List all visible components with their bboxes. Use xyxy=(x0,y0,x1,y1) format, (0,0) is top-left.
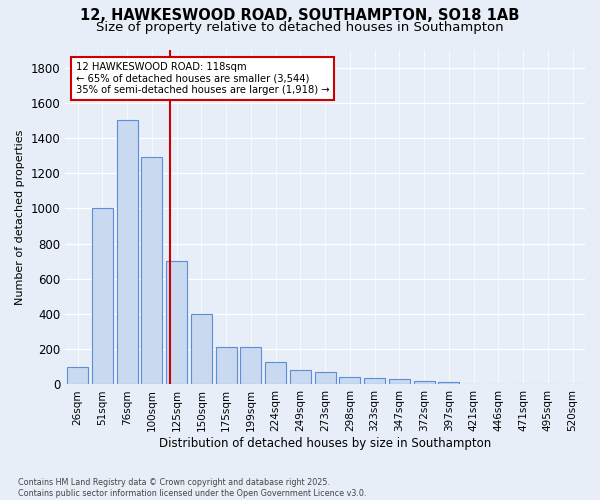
Bar xyxy=(290,370,311,384)
Text: Size of property relative to detached houses in Southampton: Size of property relative to detached ho… xyxy=(96,21,504,34)
Bar xyxy=(389,379,410,384)
Bar xyxy=(191,314,212,384)
Bar xyxy=(364,378,385,384)
X-axis label: Distribution of detached houses by size in Southampton: Distribution of detached houses by size … xyxy=(159,437,491,450)
Bar xyxy=(215,348,236,385)
Bar xyxy=(413,381,434,384)
Bar xyxy=(340,378,361,384)
Text: Contains HM Land Registry data © Crown copyright and database right 2025.
Contai: Contains HM Land Registry data © Crown c… xyxy=(18,478,367,498)
Text: 12, HAWKESWOOD ROAD, SOUTHAMPTON, SO18 1AB: 12, HAWKESWOOD ROAD, SOUTHAMPTON, SO18 1… xyxy=(80,8,520,22)
Y-axis label: Number of detached properties: Number of detached properties xyxy=(15,130,25,305)
Bar xyxy=(439,382,460,384)
Bar xyxy=(241,348,262,385)
Bar xyxy=(166,261,187,384)
Text: 12 HAWKESWOOD ROAD: 118sqm
← 65% of detached houses are smaller (3,544)
35% of s: 12 HAWKESWOOD ROAD: 118sqm ← 65% of deta… xyxy=(76,62,329,95)
Bar xyxy=(265,362,286,384)
Bar xyxy=(314,372,335,384)
Bar xyxy=(92,208,113,384)
Bar xyxy=(116,120,137,384)
Bar xyxy=(141,158,163,384)
Bar xyxy=(67,367,88,384)
